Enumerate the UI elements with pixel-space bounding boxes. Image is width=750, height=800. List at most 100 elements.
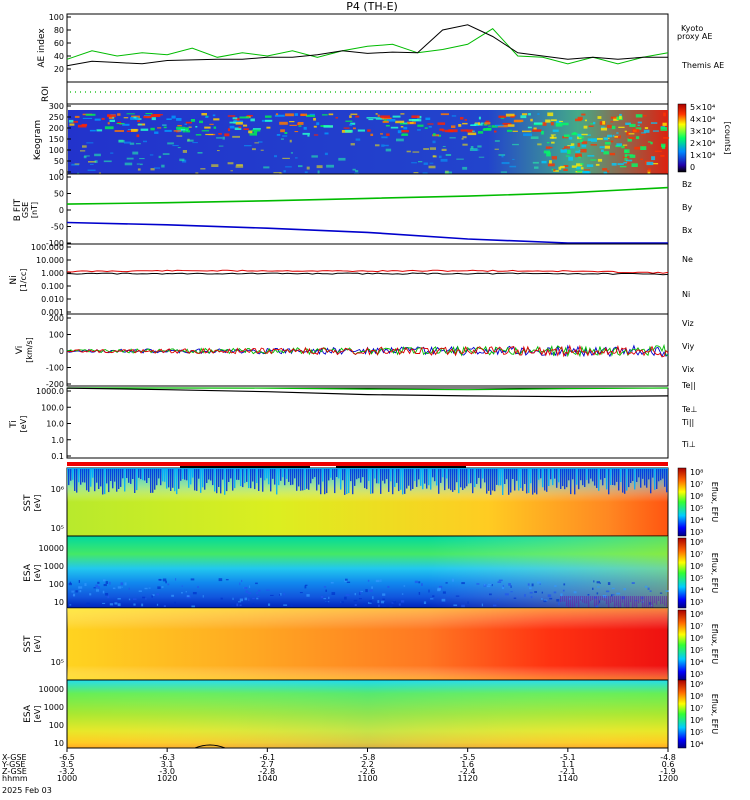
bfield-legend-2: Bx xyxy=(682,226,692,235)
sst-ion-stripe xyxy=(72,469,74,480)
keogram-pixel xyxy=(350,143,355,146)
keogram-pixel xyxy=(432,155,437,158)
esa-ion-pixel xyxy=(174,601,176,604)
sst-ion-stripe xyxy=(194,469,196,491)
ae-legend-kyoto-line1: Kyoto xyxy=(681,24,703,33)
sst-ion-stripe xyxy=(538,469,540,480)
keogram-pixel xyxy=(543,150,551,154)
esa-ion-pixel xyxy=(580,596,582,601)
keogram-pixel xyxy=(559,120,563,123)
esa-ion-pixel xyxy=(382,593,386,596)
esa-ion-pixel xyxy=(304,585,307,589)
keogram-pixel xyxy=(462,122,468,125)
esa-ion-pixel xyxy=(103,579,106,582)
keogram-pixel xyxy=(563,168,568,171)
keogram-pixel xyxy=(619,113,622,117)
sst-ion-stripe xyxy=(88,469,90,492)
keogram-pixel xyxy=(534,166,539,169)
keogram-pixel xyxy=(69,123,75,126)
keogram-pixel xyxy=(629,123,636,127)
xaxis-row-y: Y-GSE xyxy=(1,760,25,769)
sst-ion-stripe xyxy=(572,469,574,480)
sst-ion-colorbar xyxy=(677,467,687,537)
velocity-legend-1: Viy xyxy=(682,342,695,351)
sst-ion-stripe xyxy=(282,469,284,478)
keogram-pixel xyxy=(157,127,162,129)
esa-ion-pixel xyxy=(524,594,526,597)
keogram-pixel xyxy=(355,115,360,118)
sst-ion-stripe xyxy=(186,469,188,481)
keogram-pixel xyxy=(276,134,281,136)
keogram-pixel xyxy=(279,121,288,125)
keogram-pixel xyxy=(602,120,606,125)
sst-electron-ytick-0: 10⁵ xyxy=(51,658,64,667)
sst-ion-stripe xyxy=(466,469,468,487)
sst-ion-stripe xyxy=(236,469,238,480)
esa-ion-pixel xyxy=(588,596,590,609)
esa-ion-pixel xyxy=(378,604,380,607)
keogram-pixel xyxy=(188,126,192,128)
esa-ion-pixel xyxy=(142,596,146,599)
sst-ion-stripe xyxy=(316,469,318,491)
keogram-pixel xyxy=(110,152,114,154)
density-units: [1/cc] xyxy=(19,269,28,292)
esa-ion-pixel xyxy=(225,579,229,581)
esa-ion-pixel xyxy=(587,594,590,596)
sst-ion-stripe xyxy=(214,469,216,492)
keogram-pixel xyxy=(265,119,273,122)
xaxis-tick-time: 1040 xyxy=(257,774,277,783)
esa-ion-pixel xyxy=(363,603,366,607)
sst-ion-stripe xyxy=(402,469,404,495)
keogram-pixel xyxy=(576,163,583,167)
xaxis-tick-time: 1120 xyxy=(457,774,477,783)
sst-ion-stripe xyxy=(272,469,274,479)
sst-ion-stripe xyxy=(582,469,584,486)
esa-ion-pixel xyxy=(599,582,601,584)
keogram-pixel xyxy=(153,167,161,169)
sst-ion-stripe xyxy=(144,469,146,481)
keogram-pixel xyxy=(509,165,517,168)
temperature-series-Ti|| xyxy=(66,387,669,398)
keogram-pixel xyxy=(494,140,500,142)
sst-ion-stripe xyxy=(542,469,544,488)
sst-ion-stripe xyxy=(592,469,594,482)
esa-ion-pixel xyxy=(78,580,80,583)
esa-ion-pixel xyxy=(185,591,187,593)
keogram-pixel xyxy=(472,149,480,151)
esa-ion-pixel xyxy=(593,580,595,583)
esa-ion-pixel xyxy=(529,587,532,590)
keogram-pixel xyxy=(117,121,122,124)
esa-ion-pixel xyxy=(497,581,502,583)
xaxis-tick-zgse: -2.6 xyxy=(360,767,376,776)
esa-ion-pixel xyxy=(346,581,351,583)
keogram-pixel xyxy=(385,125,390,127)
keogram-pixel xyxy=(437,122,446,125)
temperature-yticks: 1000.0 100.0 10.0 1.0 0.1 xyxy=(36,387,71,461)
sst-ion-stripe xyxy=(366,469,368,490)
esa-ion-pixel xyxy=(605,590,610,593)
esa-ion-pixel xyxy=(270,594,274,596)
sst-ion-stripe xyxy=(130,469,132,484)
sst-ion-stripe xyxy=(132,469,134,479)
esa-ion-pixel xyxy=(560,596,562,603)
sst-ion-stripe xyxy=(440,469,442,483)
xaxis-tick-xgse: -5.5 xyxy=(460,753,476,762)
keogram-pixel xyxy=(273,172,282,174)
esa-ion-pixel xyxy=(156,603,159,606)
esa-ion-pixel xyxy=(636,596,638,609)
esa-ion-pixel xyxy=(112,604,115,607)
esa-ion-pixel xyxy=(103,584,107,587)
sst-ion-stripe xyxy=(504,469,506,484)
keogram-pixel xyxy=(213,118,220,121)
esa-electron-colorbar-tick: 10⁴ xyxy=(690,740,703,749)
sst-ion-stripe xyxy=(106,469,108,484)
sst-ion-stripe xyxy=(482,469,484,479)
keogram-pixel xyxy=(307,134,310,137)
keogram-pixel xyxy=(368,118,374,121)
keogram-pixel xyxy=(306,114,315,117)
esa-ion-pixel xyxy=(141,603,144,607)
ae-series-1 xyxy=(66,24,668,67)
keogram-colorbar-ticks: 5×10⁴ 4×10⁴ 3×10⁴ 2×10⁴ 1×10⁴ 0 xyxy=(690,103,715,172)
temperature-frame xyxy=(66,387,669,459)
keogram-pixel xyxy=(205,133,214,136)
